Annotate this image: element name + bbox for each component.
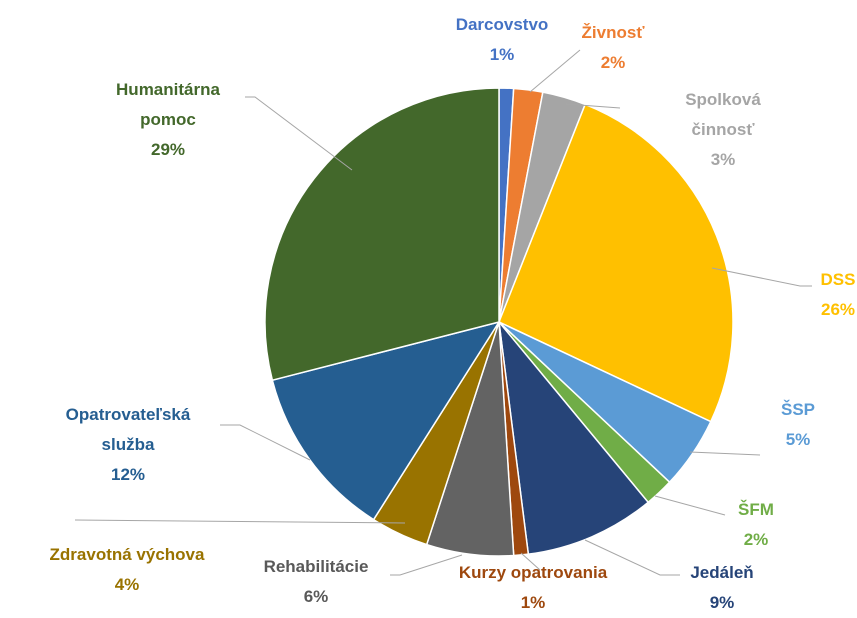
value-label: 12% [110,465,146,484]
leader-line [584,539,680,576]
category-name: ŠSP [780,400,816,419]
value-label: 4% [114,575,140,594]
leader-line [565,103,621,109]
value-label: 1% [489,45,515,64]
pie-slice [497,319,650,555]
data-label: ŠFM 2% [738,495,774,555]
pie-slice [498,103,734,423]
data-label: Jedáleň 9% [690,558,753,618]
category-name: Živnosť [581,23,645,42]
pie-slice [264,87,500,382]
category-name: Darcovstvo [455,15,549,34]
leader-line [390,554,463,576]
category-name: Jedáleň [690,563,754,582]
value-label: 2% [600,53,626,72]
data-label: Opatrovateľská služba 12% [53,400,203,490]
leader-line [689,451,761,456]
data-label: Živnosť 2% [582,18,645,78]
category-name: ŠFM [738,500,774,519]
data-label: Humanitárna pomoc 29% [88,75,248,165]
category-name: Humanitárna pomoc [116,80,220,129]
data-label: Zdravotná výchova 4% [50,540,205,600]
data-label: Darcovstvo 1% [456,10,549,70]
value-label: 26% [820,300,856,319]
value-label: 9% [709,593,735,612]
category-name: Rehabilitácie [263,557,369,576]
value-label: 29% [150,140,186,159]
data-label: Rehabilitácie 6% [264,552,369,612]
category-name: Kurzy opatrovania [458,563,608,582]
category-name: DSS [820,270,856,289]
data-label: ŠSP 5% [781,395,815,455]
leader-line [529,49,581,93]
category-name: Zdravotná výchova [49,545,205,564]
leader-line [245,96,353,171]
leader-line [520,552,541,571]
leader-line [711,267,812,287]
category-name: Spolková činnosť [685,90,761,139]
value-label: 5% [785,430,811,449]
data-label: Spolková činnosť 3% [656,85,790,175]
category-name: Opatrovateľská služba [65,405,191,454]
value-label: 3% [710,150,736,169]
leader-line [74,519,406,524]
value-label: 2% [743,530,769,549]
data-label: DSS 26% [821,265,856,325]
value-label: 6% [303,587,329,606]
data-label: Kurzy opatrovania 1% [459,558,607,618]
leader-line [220,424,311,461]
value-label: 1% [520,593,546,612]
leader-line [654,495,726,516]
